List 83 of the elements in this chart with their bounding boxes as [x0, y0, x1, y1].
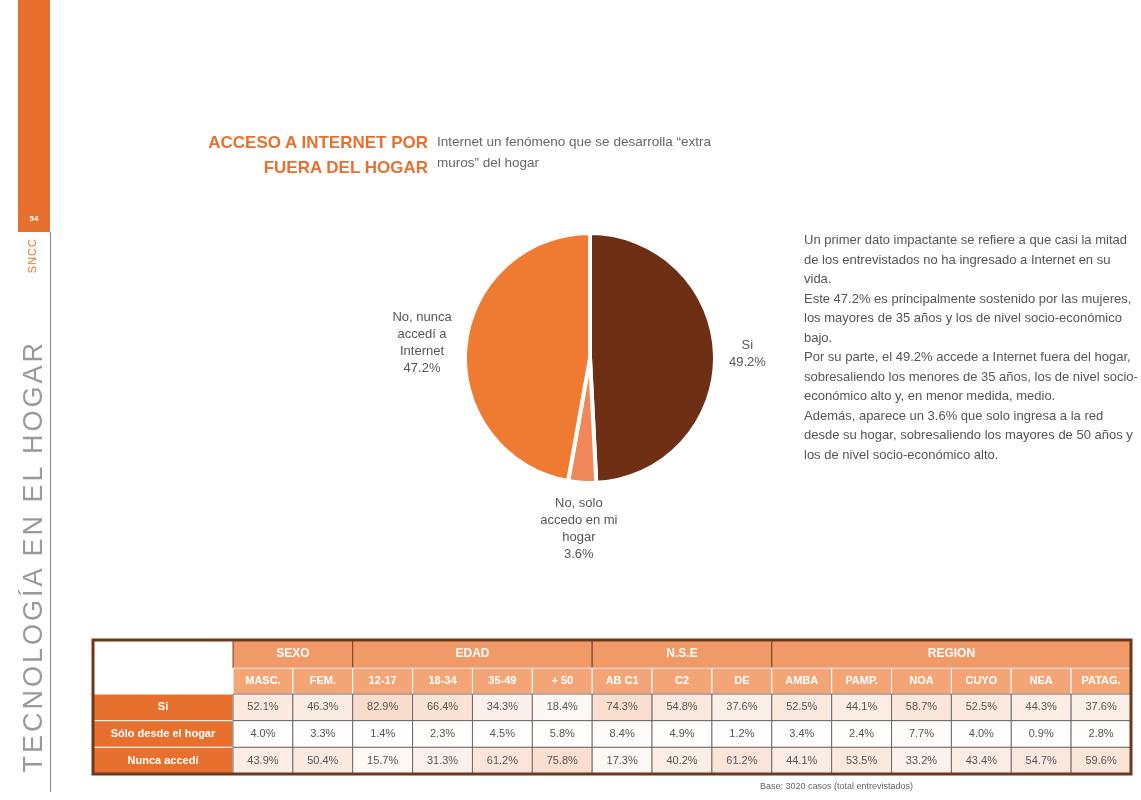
data-label: 4.9% [669, 727, 695, 740]
text: Además, aparece un 3.6% que solo ingresa a la red desde su hogar, sobresaliendo los mayores de 50 años y los de nivel socio-económico alto. [804, 406, 1134, 464]
data-label: 61.2% [726, 753, 758, 766]
data-label: 3.4% [789, 727, 815, 740]
data-label: 58.7% [905, 700, 938, 713]
text: N.S.E [666, 646, 698, 661]
data-label: 17.3% [606, 753, 638, 766]
text: EDAD [455, 646, 490, 661]
slice-label: Si [741, 337, 754, 353]
data-label: 74.3% [606, 700, 638, 713]
x-tick-label: NEA [1029, 674, 1053, 687]
data-label: 31.3% [426, 753, 459, 766]
data-label: 59.6% [1085, 753, 1117, 766]
data-label: 43.9% [247, 753, 279, 766]
data-label: 49.2% [728, 354, 767, 370]
y-tick-label: Nunca accedí [127, 753, 200, 766]
data-label: 18.4% [546, 700, 579, 713]
x-tick-label: C2 [674, 674, 690, 687]
data-label: 40.2% [666, 753, 698, 766]
data-label: 53.5% [846, 753, 878, 766]
x-tick-label: 12-17 [368, 674, 397, 687]
y-tick-label: Sólo desde el hogar [110, 727, 216, 740]
data-label: 2.4% [849, 727, 875, 740]
y-tick-label: Si [157, 700, 169, 713]
x-tick-label: MASC. [245, 674, 281, 687]
x-tick-label: NOA [909, 674, 934, 687]
data-label: 54.7% [1025, 753, 1058, 766]
data-label: 8.4% [609, 727, 635, 740]
data-label: 52.1% [247, 700, 279, 713]
data-label: 52.5% [965, 700, 998, 713]
data-label: 15.7% [367, 753, 399, 766]
data-label: 5.8% [549, 727, 576, 740]
data-label: 4.0% [250, 727, 276, 740]
x-tick-label: PAMP. [845, 674, 878, 687]
data-label: 50.4% [307, 753, 339, 766]
x-tick-label: + 50 [551, 674, 574, 687]
chart-subtitle: Internet un fenómeno que se desarrolla “extra muros” del hogar [437, 133, 712, 172]
data-label: 82.9% [367, 700, 399, 713]
chart-title: ACCESO A INTERNET POR FUERA DEL HOGAR [207, 132, 428, 179]
data-label: 33.2% [905, 753, 938, 766]
x-tick-label: PATAG. [1081, 674, 1121, 687]
x-tick-label: FEM. [309, 674, 336, 687]
text: Base: 3020 casos (total entrevistados) [760, 781, 914, 791]
data-label: 34.3% [486, 700, 519, 713]
slice-label: No, nunca accedí a Internet [392, 309, 453, 359]
data-label: 4.0% [968, 727, 995, 740]
data-label: 61.2% [486, 753, 519, 766]
data-label: 66.4% [426, 700, 459, 713]
data-label: 75.8% [546, 753, 579, 766]
text: 54 [28, 214, 40, 223]
data-label: 7.7% [908, 727, 935, 740]
data-label: 37.6% [726, 700, 758, 713]
data-label: 4.5% [489, 727, 516, 740]
x-tick-label: AMBA [785, 674, 819, 687]
data-label: 37.6% [1085, 700, 1117, 713]
data-label: 47.2% [403, 360, 441, 376]
text: Este 47.2% es principalmente sostenido por las mujeres, los mayores de 35 años y los de nivel socio-económico bajo. [804, 289, 1133, 347]
data-label: 1.2% [729, 727, 755, 740]
x-tick-label: 35-49 [488, 674, 517, 687]
data-label: 44.1% [786, 753, 818, 766]
text: SEXO [276, 646, 310, 661]
data-label: 52.5% [786, 700, 818, 713]
text: Un primer dato impactante se refiere a que casi la mitad de los entrevistados no ha ingresado a Internet en su vida. [804, 231, 1128, 288]
x-tick-label: DE [734, 674, 750, 687]
x-tick-label: 18-34 [428, 674, 458, 687]
data-label: 1.4% [370, 727, 396, 740]
data-label: 0.9% [1028, 727, 1054, 740]
data-label: 2.8% [1088, 727, 1114, 740]
data-label: 46.3% [307, 700, 339, 713]
text: TECNOLOGÍA EN EL HOGAR [18, 340, 49, 773]
text: Por su parte, el 49.2% accede a Internet fuera del hogar, sobresaliendo los menores de 35 años, los de nivel socio-económico alto y, en menor medida, medio. [804, 348, 1139, 405]
data-label: 2.3% [429, 727, 456, 740]
data-label: 54.8% [666, 700, 698, 713]
data-label: 3.6% [564, 545, 595, 561]
data-label: 44.3% [1025, 700, 1058, 713]
data-label: 43.4% [965, 753, 998, 766]
data-label: 44.1% [846, 700, 878, 713]
slice-label: No, solo accedo en mi hogar [540, 494, 618, 544]
x-tick-label: CUYO [965, 674, 998, 687]
data-label: 3.3% [310, 727, 336, 740]
x-tick-label: AB C1 [605, 674, 639, 687]
text: SNCC [26, 238, 38, 274]
text: REGION [927, 646, 976, 661]
